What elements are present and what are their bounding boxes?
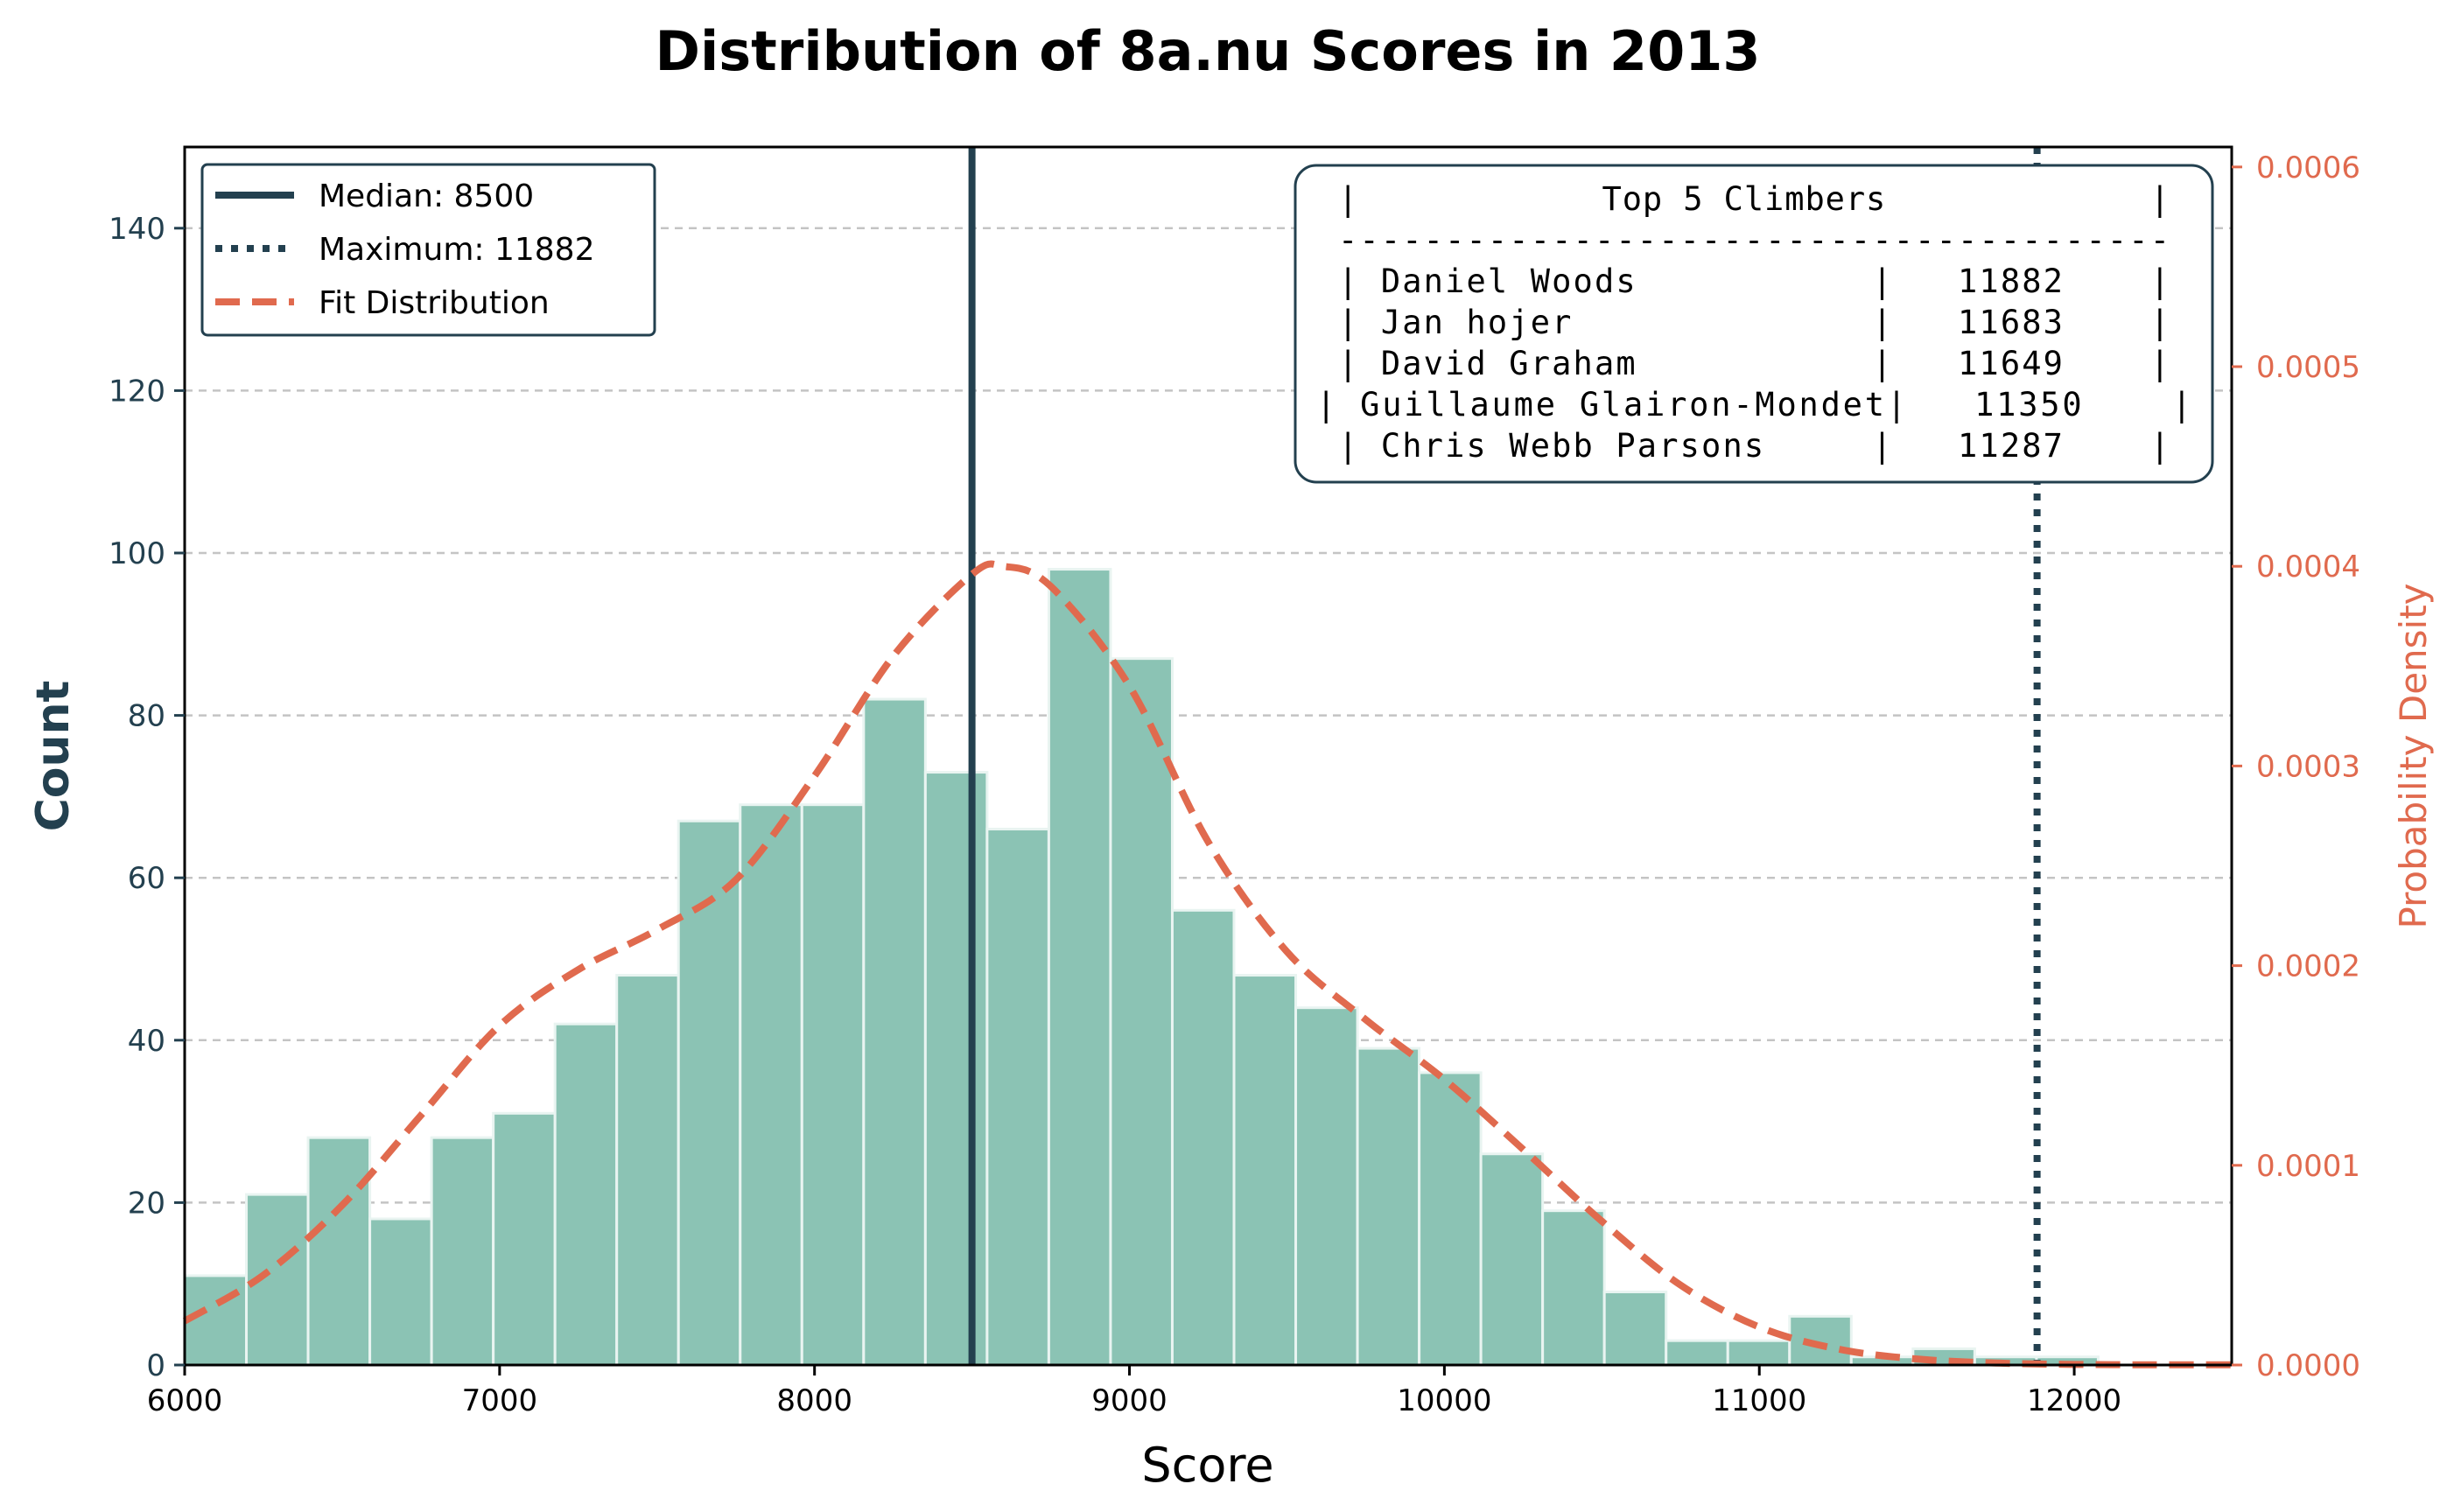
y-tick-label-0: 0 <box>146 1348 165 1383</box>
y2-axis-label: Probability Density <box>2392 583 2435 928</box>
legend-box <box>200 163 656 337</box>
table-row-1: | Daniel Woods | 11882 | <box>1338 262 2170 300</box>
table-row-3: | David Graham | 11649 | <box>1338 345 2170 382</box>
bar-16 <box>1170 908 1236 1367</box>
bar-4 <box>430 1136 495 1367</box>
bar-17 <box>1232 974 1298 1367</box>
y2-tick-label-1: 0.0001 <box>2256 1149 2360 1184</box>
y-tick-label-20: 20 <box>128 1186 165 1221</box>
x-axis-label: Score <box>1141 1438 1273 1493</box>
bar-15 <box>1109 657 1174 1367</box>
bar-6 <box>553 1022 619 1367</box>
bar-5 <box>492 1111 557 1367</box>
bar-12 <box>923 771 989 1367</box>
table-header: | Top 5 Climbers | <box>1338 180 2170 218</box>
plot-frame <box>183 145 2233 1367</box>
table-row-5: | Chris Webb Parsons | 11287 | <box>1338 427 2170 465</box>
x-axis-ticks: 6000 7000 8000 9000 10000 11000 12000 <box>147 1365 2121 1418</box>
table-separator: --------------------------------------- <box>1338 221 2170 259</box>
bar-13 <box>985 828 1050 1367</box>
fit-distribution-curve <box>182 560 2233 1368</box>
y2-tick-label-3: 0.0003 <box>2256 749 2360 784</box>
bar-9 <box>739 803 803 1367</box>
y2-tick-label-2: 0.0002 <box>2256 949 2360 984</box>
y2-tick-label-5: 0.0005 <box>2256 350 2360 385</box>
y-tick-label-80: 80 <box>128 699 165 734</box>
legend-fit-label: Fit Distribution <box>319 285 550 321</box>
y-tick-label-120: 120 <box>109 374 165 409</box>
y-tick-label-140: 140 <box>109 212 165 247</box>
bar-14 <box>1047 568 1112 1367</box>
bar-20 <box>1418 1071 1483 1367</box>
y-axis-label: Count <box>27 681 80 832</box>
y2-tick-label-4: 0.0004 <box>2256 550 2360 584</box>
y-tick-label-40: 40 <box>128 1024 165 1059</box>
y-tick-label-100: 100 <box>109 536 165 571</box>
y-tick-label-60: 60 <box>128 861 165 896</box>
y2-axis-ticks: 0.0000 0.0001 0.0002 0.0003 0.0004 0.0005 0.00… <box>2232 150 2360 1383</box>
legend-max-label: Maximum: 11882 <box>319 232 594 268</box>
bar-7 <box>615 974 680 1367</box>
x-tick-label-7000: 7000 <box>462 1383 538 1418</box>
bar-0 <box>183 1274 249 1367</box>
bar-25 <box>1726 1339 1791 1367</box>
table-row-2: | Jan hojer | 11683 | <box>1338 304 2170 341</box>
bar-22 <box>1541 1209 1606 1367</box>
y2-tick-label-0: 0.0000 <box>2256 1348 2360 1383</box>
histogram-bars <box>183 568 2100 1367</box>
bar-21 <box>1479 1152 1545 1367</box>
bar-23 <box>1602 1290 1668 1367</box>
table-box <box>1294 164 2214 484</box>
x-tick-label-8000: 8000 <box>776 1383 852 1418</box>
legend: Median: 8500 Maximum: 11882 Fit Distribu… <box>200 163 656 337</box>
x-tick-label-12000: 12000 <box>2027 1383 2121 1418</box>
chart-title: Distribution of 8a.nu Scores in 2013 <box>655 19 1760 83</box>
y-axis-ticks: 0 20 40 60 80 100 120 140 <box>109 212 185 1383</box>
x-tick-label-10000: 10000 <box>1397 1383 1491 1418</box>
y2-tick-label-6: 0.0006 <box>2256 150 2360 186</box>
legend-median-label: Median: 8500 <box>319 178 534 214</box>
x-tick-label-11000: 11000 <box>1712 1383 1806 1418</box>
bar-18 <box>1294 1006 1359 1367</box>
bar-24 <box>1665 1339 1729 1367</box>
bar-11 <box>862 697 927 1367</box>
top-climbers-table: | Top 5 Climbers | ---------------------… <box>1294 164 2214 484</box>
bar-19 <box>1356 1046 1421 1367</box>
x-tick-label-6000: 6000 <box>147 1383 223 1418</box>
reference-lines <box>968 147 2041 1365</box>
bar-10 <box>800 803 866 1367</box>
bar-2 <box>306 1136 372 1367</box>
bar-26 <box>1788 1314 1853 1367</box>
x-tick-label-9000: 9000 <box>1091 1383 1167 1418</box>
bar-3 <box>368 1217 433 1367</box>
